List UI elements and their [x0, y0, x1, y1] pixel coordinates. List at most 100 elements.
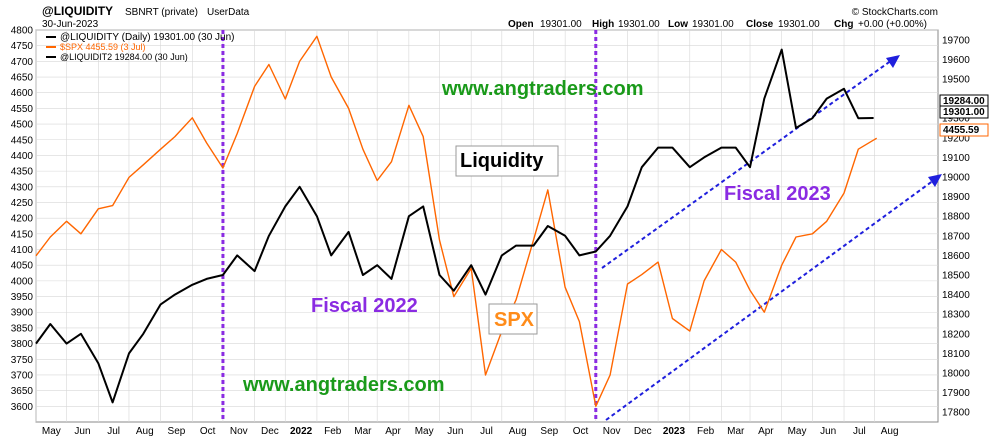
chart-date: 30-Jun-2023	[42, 19, 99, 30]
liquidity-series-line	[35, 48, 874, 404]
x-tick-label: Nov	[603, 426, 621, 437]
y-left-tick-label: 4200	[11, 214, 34, 225]
spx-series-line	[35, 35, 878, 407]
y-right-tick-label: 19700	[942, 35, 970, 46]
y-right-tick-label: 18500	[942, 271, 970, 282]
chg-value: +0.00 (+0.00%)	[858, 19, 927, 30]
y-right-tick-label: 18900	[942, 192, 970, 203]
y-left-tick-label: 4500	[11, 120, 34, 131]
spx-callout-box	[488, 303, 538, 335]
price-tag-spx: 4455.59	[943, 125, 980, 136]
y-left-tick-label: 3750	[11, 355, 34, 366]
open-label: Open	[508, 19, 534, 30]
y-left-tick-label: 3800	[11, 339, 34, 350]
y-right-tick-label: 17900	[942, 388, 970, 399]
x-tick-label: Dec	[634, 426, 652, 437]
y-left-tick-label: 4250	[11, 198, 34, 209]
y-left-tick-label: 3650	[11, 386, 34, 397]
x-tick-label: Jul	[107, 426, 120, 437]
x-tick-label: May	[42, 426, 61, 437]
y-right-tick-label: 19200	[942, 133, 970, 144]
y-left-tick-label: 4450	[11, 135, 34, 146]
x-tick-label: Oct	[573, 426, 589, 437]
y-right-tick-label: 18600	[942, 251, 970, 262]
x-tick-label: Dec	[261, 426, 279, 437]
plot-area	[35, 29, 939, 423]
y-right-tick-label: 18700	[942, 231, 970, 242]
x-tick-label: Feb	[697, 426, 715, 437]
grid-lines	[35, 29, 938, 422]
x-tick-label: Jun	[74, 426, 90, 437]
lower-trend-arrowhead	[928, 174, 942, 187]
website-watermark-top: www.angtraders.com	[441, 78, 644, 100]
x-tick-label: Feb	[324, 426, 342, 437]
y-right-tick-label: 19100	[942, 153, 970, 164]
legend: @LIQUIDITY (Daily) 19301.00 (30 Jun) $SP…	[46, 32, 234, 62]
price-tags: 19284.00 19301.00 4455.59	[939, 94, 989, 137]
legend-label-liquidit2: @LIQUIDIT2 19284.00 (30 Jun)	[60, 52, 188, 62]
y-left-tick-label: 4400	[11, 151, 34, 162]
y-left-tick-label: 4700	[11, 57, 34, 68]
website-watermark-bottom: www.angtraders.com	[242, 374, 445, 396]
y-left-tick-label: 3900	[11, 308, 34, 319]
y-axis-right: 17800 17900 18000 18100 18200 18300 18400 18500…	[942, 35, 970, 418]
x-tick-label: Apr	[385, 426, 401, 437]
high-value: 19301.00	[618, 19, 660, 30]
y-left-tick-label: 4100	[11, 245, 34, 256]
y-right-tick-label: 19300	[942, 114, 970, 125]
y-left-tick-label: 4000	[11, 276, 34, 287]
x-tick-label: Jun	[820, 426, 836, 437]
x-tick-label: Sep	[540, 426, 558, 437]
y-left-tick-label: 4050	[11, 261, 34, 272]
legend-label-spx: $SPX 4455.59 (3 Jul)	[60, 42, 146, 52]
lower-trend-line	[605, 179, 935, 421]
open-value: 19301.00	[540, 19, 582, 30]
y-right-tick-label: 19000	[942, 173, 970, 184]
x-tick-label: Aug	[509, 426, 527, 437]
y-right-tick-label: 18400	[942, 290, 970, 301]
price-tag-liquidity: 19301.00	[943, 107, 985, 118]
spx-callout: SPX	[494, 309, 535, 331]
y-left-tick-label: 4600	[11, 88, 34, 99]
y-left-tick-label: 3600	[11, 402, 34, 413]
x-tick-label: Jul	[480, 426, 493, 437]
y-right-tick-label: 19500	[942, 75, 970, 86]
price-tag-liquidit2: 19284.00	[943, 96, 985, 107]
x-tick-label: Aug	[136, 426, 154, 437]
x-tick-label: Oct	[200, 426, 216, 437]
y-left-tick-label: 4550	[11, 104, 34, 115]
close-label: Close	[746, 19, 774, 30]
x-tick-label: Jun	[447, 426, 463, 437]
x-tick-label: Mar	[354, 426, 372, 437]
y-right-tick-label: 18000	[942, 369, 970, 380]
chart-symbol: @LIQUIDITY	[42, 4, 113, 18]
y-right-tick-label: 18300	[942, 310, 970, 321]
legend-label-liquidity: @LIQUIDITY (Daily) 19301.00 (30 Jun)	[60, 32, 234, 43]
x-tick-label: 2022	[290, 426, 313, 437]
chart-symbol-name: SBNRT (private)	[125, 7, 198, 18]
fiscal-2023-label: Fiscal 2023	[724, 183, 831, 205]
close-value: 19301.00	[778, 19, 820, 30]
chart-source: UserData	[207, 7, 250, 18]
liquidity-callout: Liquidity	[460, 150, 544, 172]
upper-trend-arrowhead	[886, 55, 900, 68]
chg-label: Chg	[834, 19, 853, 30]
x-tick-label: 2023	[663, 426, 686, 437]
high-label: High	[592, 19, 614, 30]
y-left-tick-label: 3850	[11, 323, 34, 334]
y-left-tick-label: 4800	[11, 26, 34, 37]
x-tick-label: Sep	[168, 426, 186, 437]
brand-text: © StockCharts.com	[852, 7, 938, 18]
y-axis-left: 3600 3650 3700 3750 3800 3850 3900 3950 4000 4050…	[11, 26, 34, 413]
series-layer	[35, 35, 878, 407]
y-left-tick-label: 3950	[11, 292, 34, 303]
x-tick-label: May	[788, 426, 807, 437]
y-right-tick-label: 18100	[942, 349, 970, 360]
y-left-tick-label: 4300	[11, 182, 34, 193]
x-tick-label: Apr	[758, 426, 774, 437]
fiscal-year-markers	[221, 30, 598, 422]
y-left-tick-label: 4150	[11, 229, 34, 240]
y-left-tick-label: 3700	[11, 370, 34, 381]
low-label: Low	[668, 19, 688, 30]
